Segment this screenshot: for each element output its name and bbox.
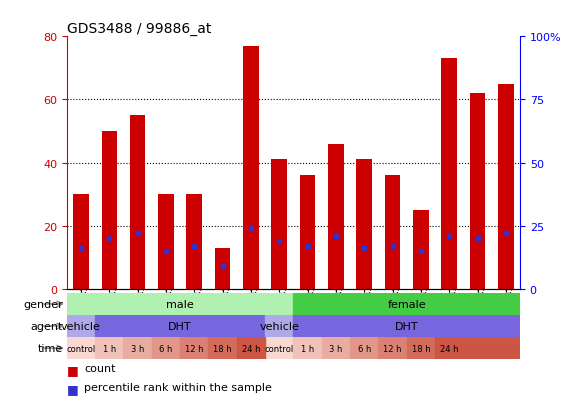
Bar (265, 337, 293, 359)
Text: 6 h: 6 h (357, 344, 371, 353)
Bar (215, 248, 231, 289)
Bar (464, 337, 492, 359)
Bar (271, 160, 287, 289)
Bar (180, 337, 209, 359)
Text: GDS3488 / 99886_at: GDS3488 / 99886_at (67, 22, 211, 36)
Text: male: male (166, 299, 194, 309)
Text: time: time (38, 343, 63, 353)
Text: DHT: DHT (395, 321, 418, 331)
Text: 1 h: 1 h (301, 344, 314, 353)
Text: 18 h: 18 h (213, 344, 232, 353)
Bar (492, 337, 520, 359)
Text: ■: ■ (67, 363, 78, 376)
Bar (300, 176, 315, 289)
Bar (152, 337, 180, 359)
Bar (322, 337, 350, 359)
Text: control: control (66, 344, 96, 353)
Bar (293, 315, 520, 337)
Text: 12 h: 12 h (185, 344, 203, 353)
Bar (95, 315, 265, 337)
Text: control: control (264, 344, 294, 353)
Bar (243, 47, 259, 289)
Bar (237, 337, 265, 359)
Text: gender: gender (23, 299, 63, 309)
Text: vehicle: vehicle (61, 321, 101, 331)
Text: female: female (388, 299, 426, 309)
Bar (469, 94, 485, 289)
Bar (209, 337, 237, 359)
Bar (67, 337, 95, 359)
Bar (67, 293, 293, 315)
Text: agent: agent (30, 321, 63, 331)
Text: 24 h: 24 h (440, 344, 458, 353)
Bar (328, 144, 344, 289)
Bar (378, 337, 407, 359)
Bar (293, 337, 322, 359)
Bar (356, 160, 372, 289)
Bar (124, 337, 152, 359)
Text: 1 h: 1 h (103, 344, 116, 353)
Text: DHT: DHT (168, 321, 192, 331)
Bar (293, 293, 520, 315)
Bar (130, 116, 145, 289)
Text: count: count (84, 363, 116, 373)
Text: percentile rank within the sample: percentile rank within the sample (84, 382, 272, 392)
Bar (187, 195, 202, 289)
Text: 6 h: 6 h (159, 344, 173, 353)
Bar (95, 337, 124, 359)
Bar (158, 195, 174, 289)
Text: ■: ■ (67, 382, 78, 395)
Bar (407, 337, 435, 359)
Bar (350, 337, 378, 359)
Bar (385, 176, 400, 289)
Text: 24 h: 24 h (242, 344, 260, 353)
Bar (265, 315, 293, 337)
Bar (498, 84, 514, 289)
Text: 3 h: 3 h (131, 344, 144, 353)
Bar (67, 315, 95, 337)
Text: vehicle: vehicle (259, 321, 299, 331)
Text: 12 h: 12 h (383, 344, 402, 353)
Bar (413, 210, 429, 289)
Bar (435, 337, 464, 359)
Bar (102, 132, 117, 289)
Bar (73, 195, 89, 289)
Text: 18 h: 18 h (411, 344, 430, 353)
Text: 3 h: 3 h (329, 344, 343, 353)
Bar (442, 59, 457, 289)
